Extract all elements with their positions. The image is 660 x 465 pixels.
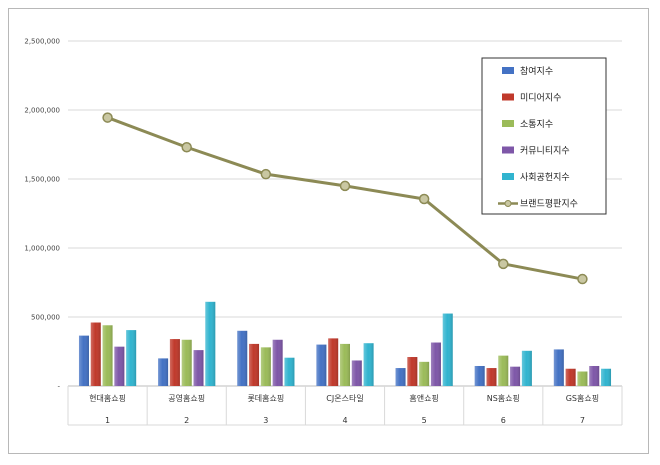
bar-shading <box>237 330 248 386</box>
bar-shading <box>565 368 576 386</box>
y-tick-label: 500,000 <box>31 314 60 322</box>
category-label: 홈앤쇼핑 <box>409 393 438 403</box>
bar-shading <box>407 357 418 386</box>
legend-box <box>481 57 607 215</box>
legend-swatch <box>502 146 514 154</box>
bar-shading <box>90 322 101 386</box>
category-label: 롯데홈쇼핑 <box>247 393 284 403</box>
bar-shading <box>474 365 485 386</box>
legend-line-marker <box>504 200 512 207</box>
bar-shading <box>577 371 588 386</box>
bar-shading <box>102 325 113 386</box>
legend-label: 소통지수 <box>520 119 553 130</box>
bar-shading <box>193 350 204 386</box>
legend-swatch <box>502 93 514 101</box>
bar-shading <box>114 346 125 386</box>
brand-index-line <box>102 112 588 285</box>
line-point <box>498 258 509 270</box>
bar-shading <box>260 347 271 386</box>
category-label: NS홈쇼핑 <box>487 393 520 403</box>
y-tick-label: 2,500,000 <box>24 38 60 46</box>
x-axis: 현대홈쇼핑 1 공영홈쇼핑 2 롯데홈쇼핑 3 CJ온스타일 4 홈앤쇼핑 5 NS홈쇼핑 6 GS홈쇼… <box>67 386 623 426</box>
bar-shading <box>78 335 89 386</box>
bar-shading <box>284 357 295 386</box>
line-point <box>577 273 588 285</box>
bar-shading <box>589 365 600 386</box>
legend-swatch <box>502 120 514 127</box>
y-tick-label: 1,000,000 <box>24 245 60 253</box>
bar-shading <box>430 342 441 386</box>
bar-shading <box>316 344 327 386</box>
category-label: GS홈쇼핑 <box>566 393 599 403</box>
rank-label: 7 <box>580 416 585 425</box>
bar-shading <box>340 343 350 386</box>
bar-shading <box>601 368 612 386</box>
bar-shading <box>363 343 374 386</box>
line-point <box>181 142 192 153</box>
bar-shading <box>351 360 362 386</box>
bars <box>78 301 612 386</box>
category-label: 현대홈쇼핑 <box>89 393 126 403</box>
bar-shading <box>205 301 216 386</box>
bar-shading <box>169 339 180 386</box>
legend-swatch <box>502 173 514 180</box>
y-tick-label: 1,500,000 <box>24 176 60 184</box>
category-label: 공영홈쇼핑 <box>168 393 205 403</box>
bar-shading <box>486 368 497 386</box>
rank-label: 6 <box>501 416 506 425</box>
bar-shading <box>442 313 453 386</box>
bar-shading <box>126 330 137 386</box>
rank-label: 2 <box>184 416 189 425</box>
line-point <box>260 168 272 180</box>
bar-shading <box>419 361 430 386</box>
legend-label: 미디어지수 <box>520 93 561 104</box>
bar-shading <box>498 355 509 386</box>
bar-shading <box>158 358 169 386</box>
line-point <box>418 193 430 205</box>
y-tick-label: 2,000,000 <box>24 107 60 115</box>
rank-label: 5 <box>422 416 427 425</box>
legend-label: 커뮤니티지수 <box>520 146 570 157</box>
rank-label: 4 <box>342 416 347 425</box>
legend-swatch <box>502 67 514 74</box>
line-point <box>339 180 351 192</box>
rank-label: 3 <box>263 416 268 425</box>
legend-label: 사회공헌지수 <box>520 172 570 183</box>
bar-shading <box>521 350 532 386</box>
legend-label: 참여지수 <box>520 65 553 77</box>
bar-shading <box>328 338 339 386</box>
bar-shading <box>510 366 521 386</box>
legend-label: 브랜드평판지수 <box>520 199 578 210</box>
rank-label: 1 <box>105 416 110 425</box>
line-point <box>102 112 113 123</box>
category-label: CJ온스타일 <box>326 394 363 403</box>
y-tick-label: - <box>57 383 60 391</box>
bar-shading <box>181 339 192 386</box>
bar-shading <box>272 339 283 386</box>
bar-shading <box>249 343 260 386</box>
bar-shading <box>553 349 564 386</box>
bar-shading <box>395 368 406 386</box>
y-axis-ticks: - 500,000 1,000,000 1,500,000 2,000,000 2,500… <box>24 38 60 391</box>
